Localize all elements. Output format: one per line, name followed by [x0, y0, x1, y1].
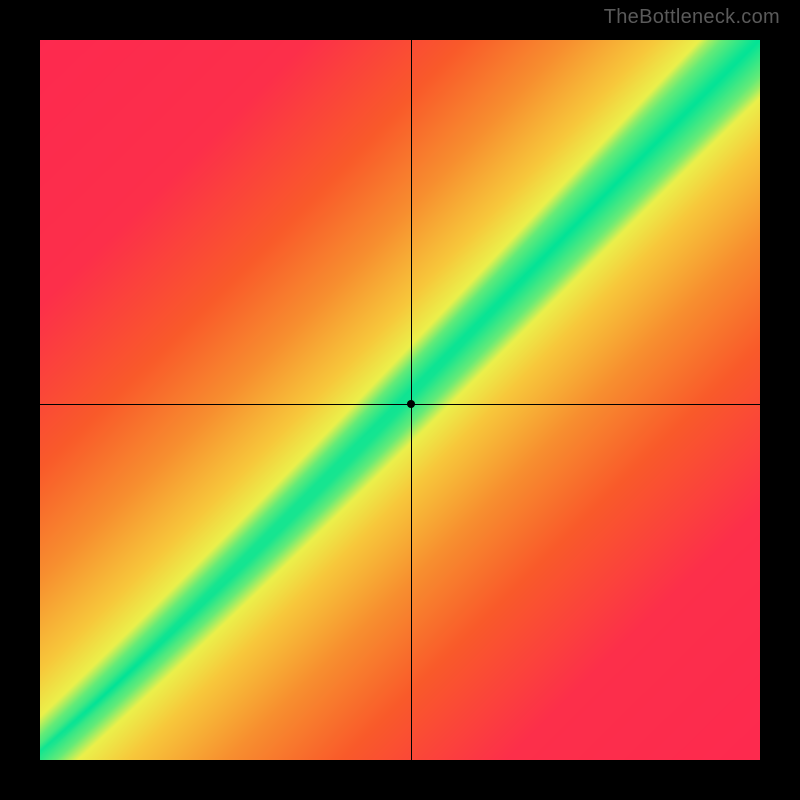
heatmap-plot: [40, 40, 760, 760]
heatmap-canvas: [40, 40, 760, 760]
crosshair-dot: [407, 400, 415, 408]
crosshair-horizontal: [40, 404, 760, 405]
chart-frame: TheBottleneck.com: [0, 0, 800, 800]
watermark-text: TheBottleneck.com: [604, 6, 780, 29]
